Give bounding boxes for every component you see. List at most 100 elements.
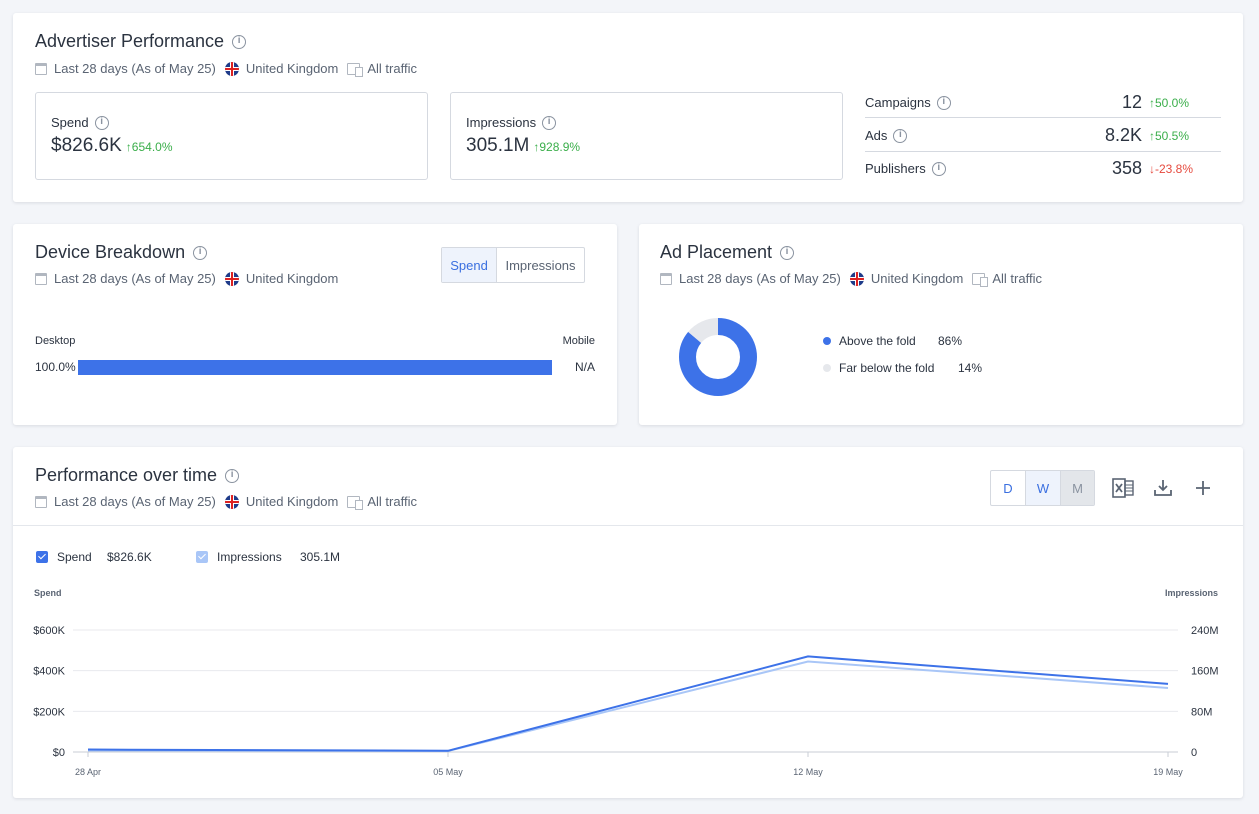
campaigns-label: Campaigns [865, 95, 931, 110]
series-line-impressions [87, 660, 1169, 752]
mobile-label: Mobile [562, 335, 595, 347]
info-icon[interactable] [780, 245, 795, 260]
uk-flag-icon [224, 271, 239, 286]
series-legend-impressions[interactable]: Impressions 305.1M [196, 550, 340, 564]
legend-impressions-value: 305.1M [300, 550, 341, 564]
y-tick-right: 160M [1191, 666, 1219, 678]
info-icon[interactable] [232, 34, 247, 49]
advertiser-performance-card: Advertiser Performance Last 28 days (As … [13, 13, 1243, 202]
calendar-icon [35, 272, 47, 285]
divider [865, 117, 1221, 118]
y-tick-right: 0 [1191, 747, 1197, 759]
calendar-icon [660, 272, 672, 285]
publishers-label: Publishers [865, 161, 926, 176]
traffic-text: All traffic [367, 494, 417, 509]
traffic-icon [972, 272, 989, 287]
campaigns-row: Campaigns 12 ↑50.0% [865, 86, 1220, 119]
info-icon[interactable] [542, 115, 557, 130]
donut-slice-1[interactable] [679, 318, 757, 396]
period-text: Last 28 days (As of May 25) [54, 494, 216, 509]
legend-dot-above [823, 337, 831, 345]
performance-card: Performance over time Last 28 days (As o… [13, 447, 1243, 798]
uk-flag-icon [224, 61, 239, 76]
device-meta: Last 28 days (As of May 25) United Kingd… [35, 271, 347, 286]
publishers-value: 358 [1111, 158, 1142, 178]
desktop-bar [78, 360, 552, 375]
spend-change: ↑654.0% [125, 140, 173, 154]
toggle-impressions[interactable]: Impressions [505, 257, 576, 273]
excel-export-icon[interactable] [1111, 476, 1135, 500]
performance-chart: Spend Impressions $0 0 $200K 80M $400K 160M $600… [33, 588, 1219, 777]
publishers-row: Publishers 358 ↓-23.8% [865, 152, 1220, 185]
granularity-week[interactable]: W [1026, 471, 1061, 505]
right-axis-title: Impressions [1165, 588, 1218, 598]
info-icon[interactable] [193, 245, 208, 260]
advertiser-meta: Last 28 days (As of May 25) United Kingd… [35, 61, 426, 77]
info-icon[interactable] [893, 128, 908, 143]
traffic-icon [347, 495, 364, 510]
card-title-text: Device Breakdown [35, 242, 186, 262]
download-icon[interactable] [1151, 476, 1175, 500]
traffic-text: All traffic [992, 271, 1042, 286]
legend-value-below: 14% [958, 361, 983, 375]
info-icon[interactable] [936, 95, 951, 110]
device-bar-track [78, 360, 552, 375]
granularity-month[interactable]: M [1061, 471, 1094, 505]
legend-spend-label: Spend [57, 550, 92, 564]
uk-flag-icon [224, 494, 239, 509]
period-text: Last 28 days (As of May 25) [54, 271, 216, 286]
ad-placement-card: Ad Placement Last 28 days (As of May 25)… [639, 224, 1243, 425]
series-legend-spend[interactable]: Spend $826.6K [36, 550, 152, 564]
traffic-icon [347, 62, 364, 77]
legend-label-below: Far below the fold [839, 361, 935, 375]
y-tick-left: $0 [53, 747, 65, 759]
performance-title: Performance over time [35, 465, 240, 486]
performance-meta: Last 28 days (As of May 25) United Kingd… [35, 494, 426, 510]
impressions-kpi-box: Impressions 305.1M↑928.9% [450, 92, 843, 180]
toggle-spend[interactable]: Spend [442, 248, 497, 282]
mobile-value: N/A [574, 360, 595, 374]
info-icon[interactable] [225, 468, 240, 483]
placement-donut [679, 318, 757, 396]
country-text: United Kingdom [245, 494, 339, 509]
publishers-change: ↓-23.8% [1149, 161, 1194, 176]
country-text: United Kingdom [245, 271, 339, 286]
advertiser-performance-title: Advertiser Performance [35, 31, 247, 52]
divider [865, 151, 1221, 152]
y-tick-left: $600K [33, 625, 65, 637]
add-icon[interactable] [1191, 476, 1215, 500]
legend-impressions-label: Impressions [217, 550, 282, 564]
calendar-icon [35, 495, 47, 508]
period-text: Last 28 days (As of May 25) [679, 271, 841, 286]
impressions-label: Impressions [466, 115, 537, 130]
country-text: United Kingdom [245, 61, 339, 76]
card-title-text: Performance over time [35, 465, 218, 485]
impressions-value: 305.1M [466, 135, 530, 156]
ads-change: ↑50.5% [1149, 128, 1190, 143]
checkbox-icon[interactable] [196, 551, 208, 563]
info-icon[interactable] [94, 115, 109, 130]
device-breakdown-title: Device Breakdown [35, 242, 208, 263]
legend-label-above: Above the fold [839, 334, 916, 348]
granularity-toggle: D W M [990, 470, 1095, 506]
desktop-label: Desktop [35, 335, 76, 347]
granularity-day[interactable]: D [991, 471, 1026, 505]
checkbox-icon[interactable] [36, 551, 48, 563]
y-tick-right: 240M [1191, 625, 1219, 637]
y-tick-left: $400K [33, 666, 65, 678]
ads-row: Ads 8.2K ↑50.5% [865, 119, 1220, 152]
ads-label: Ads [865, 128, 888, 143]
x-tick-label: 28 Apr [75, 767, 101, 777]
spend-kpi-box: Spend $826.6K↑654.0% [35, 92, 428, 180]
placement-meta: Last 28 days (As of May 25) United Kingd… [660, 271, 1051, 287]
period-text: Last 28 days (As of May 25) [54, 61, 216, 76]
campaigns-change: ↑50.0% [1149, 95, 1190, 110]
desktop-value: 100.0% [35, 360, 76, 374]
ad-placement-title: Ad Placement [660, 242, 795, 263]
info-icon[interactable] [931, 161, 946, 176]
x-tick-label: 19 May [1153, 767, 1183, 777]
spend-label: Spend [51, 115, 89, 130]
calendar-icon [35, 62, 47, 75]
metric-toggle: Spend Impressions [441, 247, 585, 283]
y-tick-right: 80M [1191, 706, 1212, 718]
